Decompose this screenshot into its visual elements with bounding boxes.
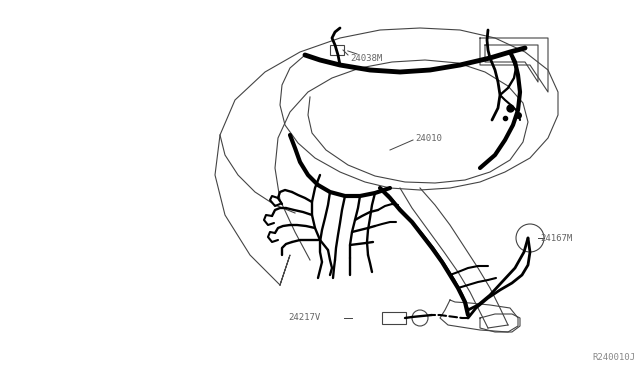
Text: R240010J: R240010J: [592, 353, 635, 362]
Text: 24217V: 24217V: [288, 314, 320, 323]
Bar: [382, 312, 406, 324]
Bar: [330, 45, 344, 55]
Text: 24010: 24010: [415, 134, 442, 142]
Text: 24167M: 24167M: [540, 234, 572, 243]
Text: 24038M: 24038M: [350, 54, 382, 62]
